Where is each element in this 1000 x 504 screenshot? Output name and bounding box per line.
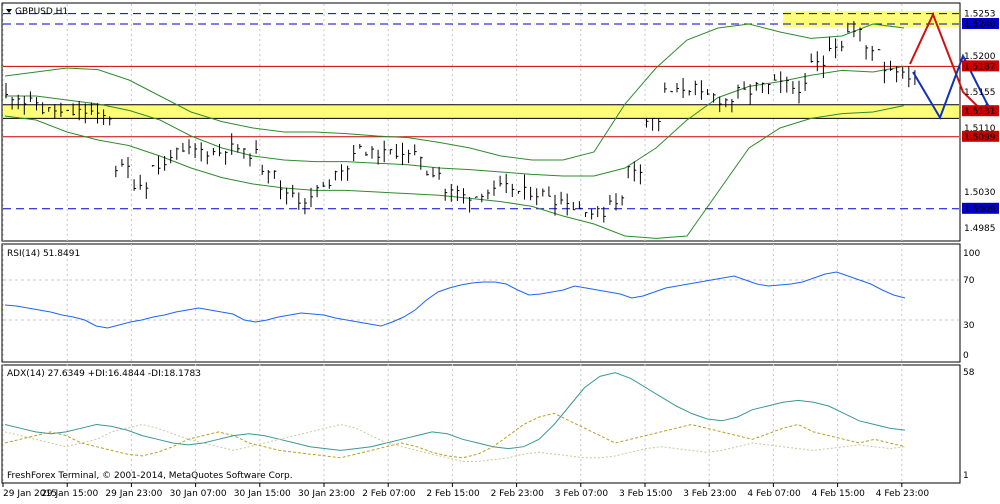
time-label: 29 Jan 2015 bbox=[3, 489, 57, 499]
price-label: 1.5155 bbox=[964, 88, 996, 98]
price-label: 1.5030 bbox=[964, 188, 996, 198]
price-label: 1.5200 bbox=[964, 52, 996, 62]
price-label: 1.5131 bbox=[964, 107, 996, 117]
adx-title: ADX(14) 27.6349 +DI:16.4844 -DI:18.1783 bbox=[7, 369, 201, 379]
time-label: 29 Jan 15:00 bbox=[41, 489, 98, 499]
time-label: 3 Feb 07:00 bbox=[555, 489, 609, 499]
bollinger-line bbox=[5, 65, 905, 177]
chevron-down-icon[interactable] bbox=[6, 9, 12, 13]
rsi-level-label: 70 bbox=[963, 276, 975, 286]
time-label: 2 Feb 15:00 bbox=[426, 489, 480, 499]
rsi-level-label: 30 bbox=[963, 321, 975, 331]
bullish-projection bbox=[912, 53, 991, 120]
time-label: 30 Jan 07:00 bbox=[170, 489, 227, 499]
time-label: 4 Feb 15:00 bbox=[812, 489, 866, 499]
time-label: 2 Feb 07:00 bbox=[362, 489, 416, 499]
chart-title: GBPUSD,H1 bbox=[15, 7, 68, 17]
support-zone bbox=[3, 104, 959, 119]
adx-level-label: 1 bbox=[963, 471, 969, 481]
price-label: 1.5187 bbox=[964, 62, 996, 72]
bollinger-bands bbox=[4, 23, 905, 239]
rsi-level-label: 0 bbox=[963, 351, 969, 361]
price-label-box bbox=[962, 18, 999, 29]
rsi-title: RSI(14) 51.8491 bbox=[7, 249, 80, 259]
price-label-box bbox=[962, 105, 999, 117]
rsi-level-label: 100 bbox=[963, 249, 980, 259]
time-label: 3 Feb 15:00 bbox=[619, 489, 673, 499]
time-label: 4 Feb 23:00 bbox=[876, 489, 930, 499]
rsi-line bbox=[4, 271, 906, 329]
price-label: 1.5099 bbox=[964, 133, 996, 143]
resistance-zone bbox=[783, 11, 959, 28]
bollinger-line bbox=[4, 23, 905, 161]
time-label: 30 Jan 23:00 bbox=[298, 489, 355, 499]
time-label: 29 Jan 23:00 bbox=[105, 489, 162, 499]
bollinger-line bbox=[4, 105, 905, 239]
adx-series bbox=[4, 372, 906, 451]
rsi-series bbox=[4, 271, 906, 329]
main-panel[interactable] bbox=[1, 2, 961, 242]
adx-lines bbox=[4, 372, 906, 462]
rsi-panel[interactable] bbox=[1, 243, 961, 363]
time-label: 2 Feb 23:00 bbox=[491, 489, 545, 499]
price-levels bbox=[3, 13, 959, 210]
price-label-box bbox=[962, 202, 999, 214]
price-label: 1.5253 bbox=[964, 10, 996, 20]
adx-level-label: 58 bbox=[963, 368, 975, 378]
price-label: 1.5009 bbox=[964, 205, 996, 215]
adx-panel[interactable] bbox=[1, 364, 961, 484]
price-label: 1.4985 bbox=[964, 224, 996, 234]
time-label: 3 Feb 23:00 bbox=[683, 489, 737, 499]
time-label: 4 Feb 07:00 bbox=[747, 489, 801, 499]
price-label-box bbox=[962, 130, 999, 142]
price-label: 1.5240 bbox=[964, 20, 996, 30]
price-bars bbox=[5, 21, 917, 223]
plus-di-series bbox=[4, 412, 906, 459]
price-label: 1.5110 bbox=[964, 124, 996, 134]
time-label: 30 Jan 15:00 bbox=[234, 489, 291, 499]
bearish-projection bbox=[909, 11, 986, 115]
copyright-text: FreshForex Terminal, © 2001-2014, MetaQu… bbox=[7, 471, 293, 481]
price-label-box bbox=[962, 60, 999, 72]
